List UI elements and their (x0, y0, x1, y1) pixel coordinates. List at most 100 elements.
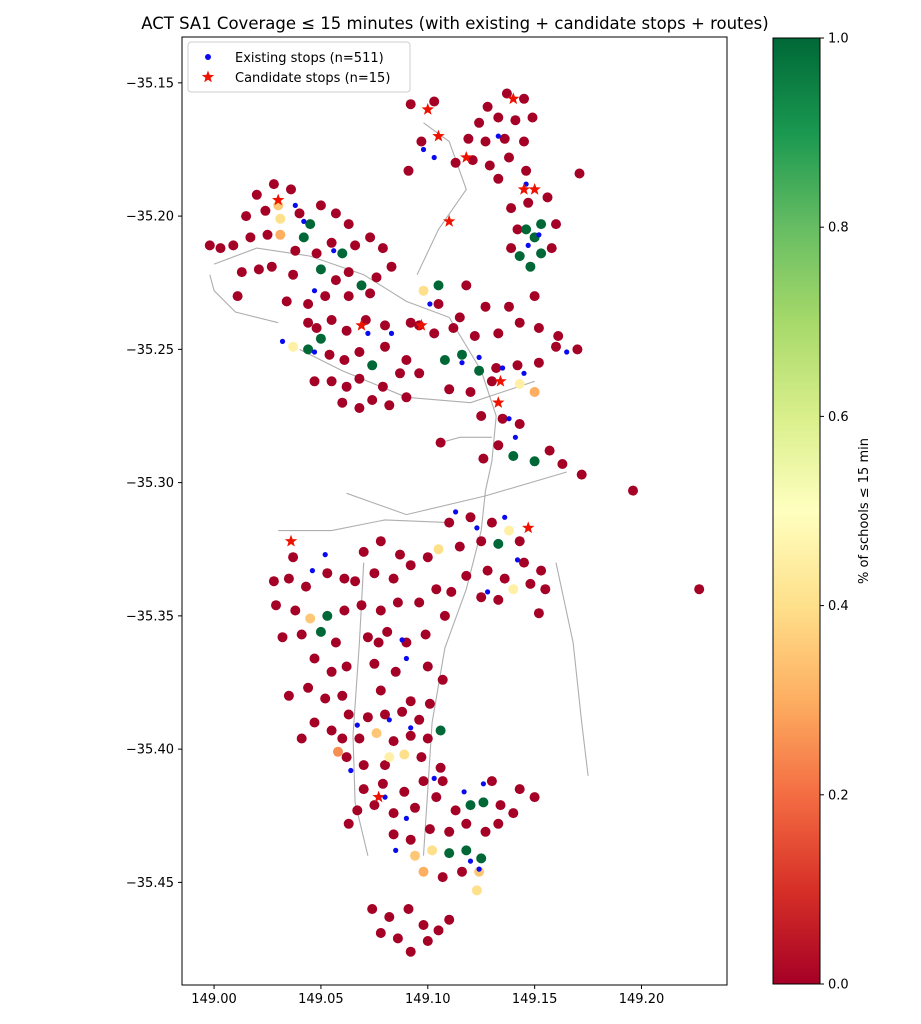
sa1-coverage-point (341, 325, 352, 336)
sa1-coverage-point (303, 682, 314, 693)
sa1-coverage-point (283, 690, 294, 701)
existing-stop-point (536, 232, 542, 238)
colorbar-tick-label: 0.8 (828, 221, 849, 236)
sa1-coverage-point (444, 826, 455, 837)
sa1-coverage-point (478, 797, 489, 808)
sa1-coverage-point (533, 608, 544, 619)
sa1-coverage-point (343, 267, 354, 278)
sa1-coverage-point (501, 88, 512, 99)
route-line (416, 122, 467, 275)
y-tick-label: −35.40 (126, 743, 174, 758)
sa1-coverage-point (418, 776, 429, 787)
sa1-coverage-point (358, 784, 369, 795)
sa1-coverage-point (245, 232, 256, 243)
sa1-coverage-point (480, 136, 491, 147)
sa1-coverage-point (337, 397, 348, 408)
sa1-coverage-point (268, 179, 279, 190)
sa1-coverage-point (241, 211, 252, 222)
sa1-coverage-point (375, 605, 386, 616)
sa1-coverage-point (486, 776, 497, 787)
sa1-coverage-point (529, 291, 540, 302)
sa1-coverage-point (493, 440, 504, 451)
sa1-coverage-point (435, 437, 446, 448)
sa1-coverage-point (367, 395, 378, 405)
sa1-coverage-point (465, 387, 476, 397)
sa1-coverage-point (435, 762, 446, 773)
sa1-coverage-point (341, 661, 352, 672)
sa1-coverage-point (410, 802, 420, 813)
sa1-coverage-point (283, 573, 294, 584)
existing-stop-points (279, 133, 570, 872)
sa1-coverage-point (454, 541, 465, 552)
sa1-coverage-point (337, 248, 348, 259)
sa1-coverage-point (322, 568, 333, 579)
sa1-coverage-point (576, 469, 587, 480)
sa1-coverage-point (275, 213, 286, 224)
sa1-coverage-point (418, 920, 429, 930)
sa1-coverage-point (508, 584, 519, 595)
existing-stop-point (525, 242, 531, 248)
sa1-coverage-point (422, 936, 433, 946)
route-line (555, 562, 589, 776)
sa1-coverage-point (480, 301, 491, 312)
sa1-coverage-point (326, 315, 337, 325)
sa1-coverage-point (493, 538, 504, 549)
sa1-coverage-point (414, 714, 425, 725)
sa1-coverage-point (311, 323, 322, 333)
existing-stop-point (495, 133, 501, 139)
sa1-coverage-point (392, 597, 403, 608)
sa1-coverage-point (536, 219, 547, 230)
sa1-coverage-point (309, 376, 320, 387)
existing-stop-point (399, 637, 405, 643)
existing-stop-point (453, 509, 459, 515)
sa1-coverage-point (354, 403, 365, 413)
existing-stop-point (311, 288, 318, 294)
candidate-stop-point (271, 193, 285, 206)
sa1-coverage-point (476, 536, 487, 547)
sa1-coverage-point (281, 296, 292, 307)
colorbar-axis: 0.0 0.2 0.4 0.6 0.8 1.0 (820, 32, 849, 993)
sa1-coverage-point (416, 752, 427, 763)
existing-stop-point (502, 514, 508, 520)
sa1-coverage-point (546, 243, 557, 254)
sa1-coverage-point (429, 96, 440, 107)
sa1-coverage-point (416, 136, 427, 147)
sa1-coverage-point (371, 272, 382, 283)
sa1-coverage-point (519, 136, 529, 147)
sa1-coverage-point (288, 269, 299, 280)
sa1-coverage-point (405, 834, 416, 845)
x-tick-label: 149.00 (191, 992, 237, 1007)
sa1-coverage-point (493, 328, 504, 339)
sa1-coverage-point (330, 208, 341, 219)
sa1-coverage-point (324, 349, 335, 360)
candidate-stop-point (432, 129, 445, 142)
sa1-coverage-point (444, 384, 455, 395)
route-line (352, 562, 369, 856)
sa1-coverage-point (444, 517, 455, 528)
legend-candidate-stops-marker (201, 70, 215, 83)
route-line (278, 519, 450, 532)
sa1-coverage-point (476, 853, 487, 864)
sa1-coverage-point (362, 632, 373, 643)
sa1-coverage-point (474, 117, 485, 128)
sa1-coverage-point (388, 573, 399, 584)
legend-existing-stops-label: Existing stops (n=511) (235, 51, 384, 66)
existing-stop-point (480, 781, 486, 787)
sa1-coverage-point (290, 605, 301, 616)
sa1-coverage-point (326, 376, 337, 387)
sa1-coverage-point (268, 576, 279, 587)
sa1-coverage-point (397, 706, 408, 717)
existing-stop-point (474, 525, 480, 531)
sa1-coverage-point (343, 709, 354, 720)
sa1-coverage-point (377, 381, 388, 392)
sa1-coverage-point (431, 792, 442, 803)
sa1-coverage-point (350, 240, 361, 251)
sa1-coverage-point (296, 629, 307, 640)
sa1-coverage-point (529, 792, 540, 803)
sa1-coverage-point (337, 690, 348, 701)
sa1-coverage-point (326, 725, 337, 736)
sa1-coverage-point (303, 299, 314, 309)
sa1-coverage-point (510, 115, 521, 126)
sa1-coverage-point (444, 848, 455, 859)
sa1-coverage-point (301, 581, 311, 592)
